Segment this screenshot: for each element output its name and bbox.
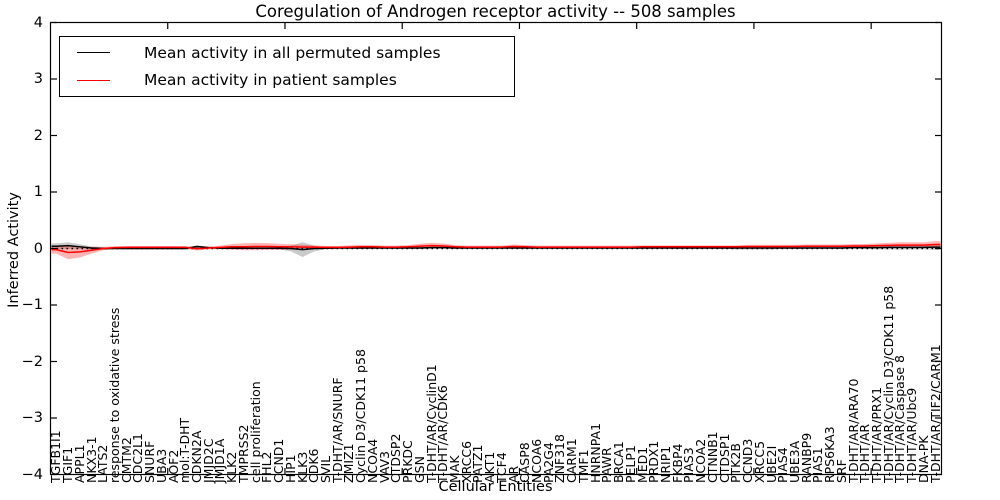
y-tick-label: 4	[33, 14, 43, 31]
y-axis-title: Inferred Activity	[6, 192, 22, 308]
legend-line-sample-black	[77, 52, 110, 54]
y-tick-label: −1	[21, 297, 43, 313]
mean-line-0	[51, 244, 941, 251]
legend: Mean activity in all permuted samples Me…	[59, 36, 515, 97]
x-axis-title: Cellular Entities	[438, 479, 553, 495]
std-band-0	[51, 242, 941, 257]
mean-line-1	[51, 243, 941, 254]
y-tick-label: −4	[21, 466, 43, 483]
y-tick-label: 0	[33, 240, 43, 257]
std-band-1	[51, 241, 941, 260]
y-tick-label: 2	[33, 127, 43, 144]
legend-entry-permuted: Mean activity in all permuted samples	[60, 39, 514, 66]
y-tick-label: −3	[21, 410, 43, 426]
chart-title: Coregulation of Androgen receptor activi…	[255, 2, 736, 21]
legend-line-sample-red	[77, 79, 110, 81]
legend-entry-patient: Mean activity in patient samples	[60, 67, 514, 94]
legend-label: Mean activity in all permuted samples	[144, 43, 441, 62]
y-tick-label: 3	[33, 71, 43, 87]
y-tick-label: −2	[21, 353, 43, 370]
legend-label: Mean activity in patient samples	[144, 71, 397, 90]
y-tick-label: 1	[33, 184, 43, 200]
